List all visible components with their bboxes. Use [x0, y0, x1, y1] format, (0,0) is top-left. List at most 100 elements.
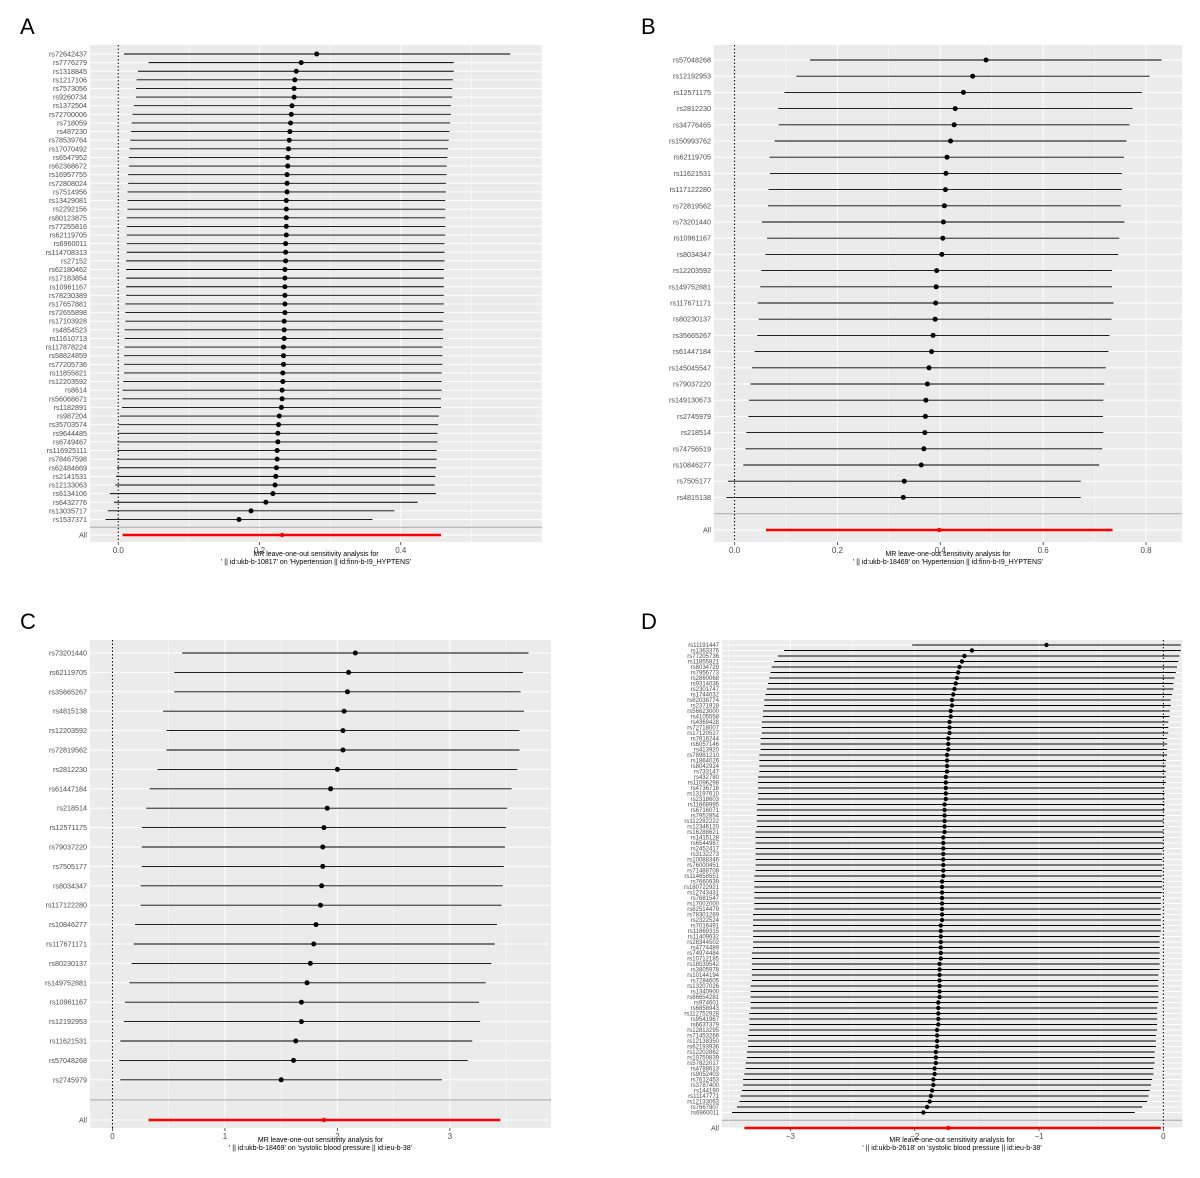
x-tick-label: 0.8 [1140, 546, 1152, 555]
snp-label: rs78301269 [687, 913, 719, 919]
estimate-point [943, 780, 948, 785]
estimate-point [281, 361, 287, 367]
snp-label: rs4788613 [691, 1067, 720, 1073]
snp-label: rs6057146 [691, 742, 720, 748]
snp-label: rs11621531 [50, 1037, 87, 1046]
estimate-point [946, 747, 951, 752]
estimate-point [942, 807, 947, 813]
estimate-point [281, 327, 287, 333]
snp-label: rs62038774 [687, 698, 719, 704]
x-tick-label: 1 [223, 1132, 228, 1141]
snp-label: rs2322524 [691, 918, 720, 924]
estimate-point [936, 1016, 941, 1022]
snp-label: rs72642437 [49, 50, 87, 59]
estimate-point [970, 73, 976, 79]
snp-label: rs2745979 [677, 412, 711, 421]
snp-label: rs62514479 [687, 907, 719, 913]
x-tick-label: 0.4 [935, 546, 947, 555]
snp-label: rs72808024 [49, 179, 87, 188]
snp-label: rs2812230 [53, 765, 87, 774]
estimate-point [957, 664, 962, 670]
estimate-point [948, 708, 953, 714]
snp-label: rs76000451 [687, 863, 719, 869]
estimate-point [943, 796, 948, 802]
snp-label: rs4815138 [53, 707, 87, 716]
estimate-point [248, 508, 254, 514]
snp-label: rs112282222 [684, 819, 719, 825]
estimate-point [324, 805, 330, 811]
snp-label: rs62119705 [50, 668, 87, 677]
snp-label: rs3787400 [691, 1083, 720, 1089]
estimate-point [936, 1005, 941, 1011]
estimate-point [941, 868, 946, 873]
snp-label: rs8034347 [677, 250, 711, 259]
x-tick-label: −1 [1034, 1132, 1044, 1141]
snp-label: rs733147 [694, 770, 720, 776]
snp-label: rs12203592 [49, 377, 87, 386]
snp-label: rs10961167 [674, 234, 711, 243]
estimate-point [937, 989, 942, 994]
snp-label: rs16957755 [49, 170, 87, 179]
estimate-point [918, 462, 924, 468]
snp-label: rs62193936 [687, 1045, 719, 1051]
snp-label: rs62368672 [49, 162, 87, 171]
estimate-point [937, 994, 942, 1000]
snp-label: rs10088346 [687, 858, 719, 864]
x-tick-label: 0.6 [1038, 546, 1050, 555]
snp-label: rs72819562 [673, 201, 711, 210]
estimate-point [928, 1093, 934, 1099]
estimate-point [938, 945, 944, 950]
snp-label: rs117878224 [46, 343, 87, 352]
snp-label: rs2745979 [53, 1075, 87, 1084]
estimate-point [278, 404, 284, 410]
snp-label: rs58824859 [49, 351, 87, 360]
snp-label: rs12571175 [50, 823, 87, 832]
estimate-point [275, 439, 281, 445]
snp-label: rs718059 [57, 118, 87, 127]
estimate-point [285, 163, 291, 169]
estimate-point [941, 846, 946, 851]
estimate-point [930, 332, 936, 338]
snp-label: rs7505177 [677, 477, 711, 486]
snp-label: rs117122280 [670, 185, 711, 194]
estimate-point [929, 349, 935, 355]
estimate-point [933, 300, 939, 306]
snp-label: rs117671171 [46, 940, 87, 949]
estimate-point [286, 137, 292, 143]
estimate-point [941, 851, 946, 857]
estimate-point [941, 873, 946, 879]
x-axis-title-line1: MR leave-one-out sensitivity analysis fo… [253, 551, 379, 558]
estimate-point [293, 1038, 299, 1044]
estimate-point [938, 939, 944, 945]
snp-label: rs2452417 [691, 847, 720, 853]
estimate-point [944, 154, 950, 160]
estimate-point [942, 824, 947, 829]
estimate-point [952, 106, 958, 112]
estimate-point [284, 180, 290, 186]
snp-label: rs12346120 [687, 825, 719, 831]
x-tick-label: 0.0 [113, 546, 125, 555]
snp-label: rs149130673 [669, 396, 711, 405]
estimate-point [291, 1057, 297, 1063]
estimate-point [941, 857, 946, 862]
estimate-point [283, 241, 289, 247]
estimate-point [949, 697, 955, 703]
snp-label: rs1363376 [691, 649, 720, 655]
estimate-point [927, 1099, 932, 1104]
estimate-point [282, 275, 288, 281]
estimate-point [941, 862, 946, 868]
snp-label: rs71453266 [687, 1034, 719, 1040]
estimate-point [280, 379, 286, 385]
snp-label: rs71488708 [687, 869, 719, 875]
estimate-point [282, 267, 288, 272]
snp-label: rs7016491 [691, 924, 720, 930]
snp-label: rs77205736 [687, 654, 719, 660]
snp-label: rs11610713 [50, 334, 87, 343]
snp-label: rs17103928 [49, 317, 87, 326]
estimate-point [938, 934, 944, 939]
snp-label: rs2141531 [53, 472, 87, 481]
snp-label: rs17002000 [687, 902, 719, 908]
snp-label: rs35665267 [673, 331, 711, 340]
snp-label: rs7573056 [53, 84, 87, 93]
estimate-point [346, 669, 352, 675]
